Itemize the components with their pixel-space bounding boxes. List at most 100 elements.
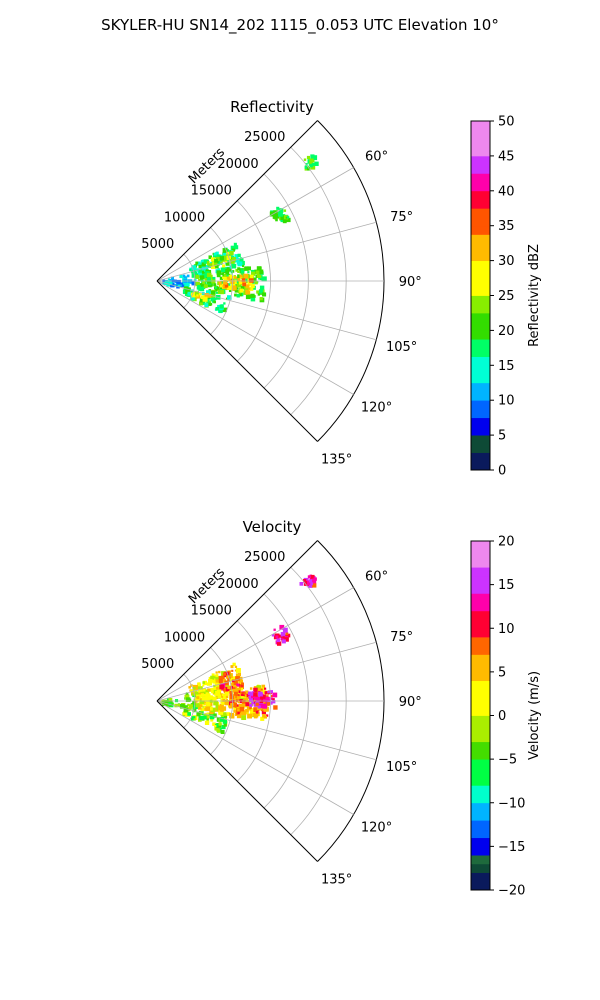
- echo-layer: [159, 574, 317, 734]
- echo-region: [206, 250, 236, 269]
- echo-region: [299, 574, 317, 588]
- azimuth-spoke: [156, 700, 354, 815]
- azimuth-tick-label: 60°: [365, 569, 388, 584]
- azimuth-spoke: [156, 700, 377, 761]
- colorbar-band: [471, 365, 490, 375]
- echo-region: [271, 624, 291, 646]
- range-tick-label: 10000: [164, 210, 205, 225]
- colorbar: −20 −15 −10 −5 0 5 10 15 20 Velocity (m/s): [470, 535, 542, 899]
- colorbar-band: [471, 173, 490, 183]
- azimuth-tick-label: 120°: [361, 401, 392, 416]
- colorbar-tick-label: 5: [498, 665, 506, 680]
- colorbar-band: [471, 855, 490, 865]
- colorbar-band: [471, 347, 490, 357]
- azimuth-tick-label: 90°: [399, 275, 422, 290]
- azimuth-tick-label: 135°: [321, 873, 352, 888]
- colorbar-tick-label: 0: [498, 464, 506, 479]
- colorbar-tick-label: 40: [498, 184, 515, 199]
- colorbar-band: [471, 837, 490, 847]
- range-tick-label: 15000: [191, 184, 232, 199]
- colorbar-band: [471, 391, 490, 401]
- azimuth-tick-label: 135°: [321, 453, 352, 468]
- azimuth-tick-label: 75°: [390, 630, 413, 645]
- colorbar-band: [471, 645, 490, 655]
- azimuth-tick-label: 120°: [361, 821, 392, 836]
- colorbar-tick-label: 20: [498, 324, 515, 339]
- colorbar-band: [471, 863, 490, 873]
- colorbar-band: [471, 706, 490, 716]
- colorbar-band: [471, 671, 490, 682]
- colorbar-band: [471, 698, 490, 708]
- sector-edge: [156, 120, 318, 282]
- colorbar-band: [471, 182, 490, 192]
- colorbar-band: [471, 321, 490, 331]
- azimuth-spoke: [156, 280, 377, 341]
- colorbar-band: [471, 750, 490, 760]
- colorbar-band: [471, 435, 490, 445]
- azimuth-tick-label: 75°: [390, 210, 413, 225]
- range-tick-label: 15000: [191, 604, 232, 619]
- colorbar-band: [471, 286, 490, 296]
- colorbar-band: [471, 155, 490, 166]
- colorbar-label: Velocity (m/s): [527, 671, 542, 760]
- colorbar-band: [471, 417, 490, 427]
- azimuth-spoke: [156, 641, 377, 702]
- colorbar-tick-label: −20: [498, 884, 525, 899]
- range-tick-label: 20000: [217, 157, 258, 172]
- colorbar-band: [471, 216, 490, 227]
- colorbar-band: [471, 654, 490, 664]
- range-tick-label: 5000: [141, 657, 174, 672]
- colorbar-band: [471, 575, 490, 586]
- colorbar-band: [471, 269, 490, 279]
- echo-region: [218, 273, 255, 295]
- colorbar-tick-label: −15: [498, 840, 525, 855]
- colorbar-band: [471, 593, 490, 603]
- colorbar-band: [471, 767, 490, 777]
- range-tick-label: 25000: [244, 130, 285, 145]
- colorbar-band: [471, 584, 490, 594]
- azimuth-spoke: [156, 221, 377, 282]
- azimuth-tick-label: 105°: [386, 760, 417, 775]
- colorbar-band: [471, 312, 490, 323]
- colorbar-band: [471, 872, 490, 882]
- colorbar-tick-label: 20: [498, 535, 515, 550]
- colorbar-band: [471, 330, 490, 340]
- polar-panel-1: Reflectivity60°75°90°105°120°135°5000100…: [141, 98, 542, 479]
- colorbar-band: [471, 567, 490, 577]
- colorbar-band: [471, 811, 490, 821]
- echo-region: [190, 291, 212, 302]
- colorbar-band: [471, 802, 490, 812]
- range-tick-label: 10000: [164, 630, 205, 645]
- colorbar-band: [471, 689, 490, 699]
- echo-layer: [162, 154, 319, 314]
- polar-panel-2: Velocity 60° 75° 90° 105° 120° 135° 5000 10000 15…: [141, 518, 542, 899]
- figure-title: SKYLER-HU SN14_202 1115_0.053 UTC Elevat…: [101, 16, 499, 34]
- colorbar-band: [471, 558, 490, 568]
- colorbar-band: [471, 339, 490, 349]
- colorbar-band: [471, 759, 490, 769]
- colorbar-band: [471, 541, 490, 551]
- colorbar-label: Reflectivity dBZ: [527, 244, 542, 347]
- colorbar-tick-label: 15: [498, 578, 515, 593]
- range-tick-label: 25000: [244, 550, 285, 565]
- colorbar-band: [471, 225, 490, 235]
- colorbar-band: [471, 724, 490, 734]
- colorbar-band: [471, 663, 490, 673]
- colorbar-band: [471, 828, 490, 839]
- echo-region: [303, 154, 319, 171]
- colorbar-band: [471, 121, 490, 131]
- sector-edge: [156, 700, 318, 862]
- colorbar-tick-label: 0: [498, 709, 506, 724]
- colorbar: 0 5 10 15 20 25 30 35 40 45 50 Reflectivity dBZ: [470, 115, 542, 479]
- colorbar-tick-label: 30: [498, 254, 515, 269]
- colorbar-band: [471, 785, 490, 795]
- colorbar-tick-label: 45: [498, 149, 515, 164]
- colorbar-band: [471, 382, 490, 392]
- azimuth-spoke: [156, 587, 354, 702]
- colorbar-tick-label: 5: [498, 429, 506, 444]
- colorbar-tick-label: 10: [498, 394, 515, 409]
- colorbar-tick-label: −10: [498, 796, 525, 811]
- colorbar-tick-label: 10: [498, 622, 515, 637]
- colorbar-band: [471, 190, 490, 200]
